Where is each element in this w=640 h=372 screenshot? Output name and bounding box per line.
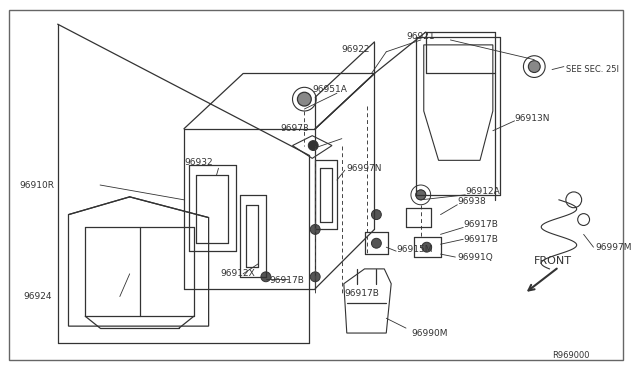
Text: 96997N: 96997N — [347, 164, 382, 173]
Text: SEE SEC. 25I: SEE SEC. 25I — [566, 65, 619, 74]
Text: 96951A: 96951A — [312, 85, 347, 94]
Circle shape — [371, 238, 381, 248]
Text: 96917B: 96917B — [345, 289, 380, 298]
Circle shape — [310, 272, 320, 282]
Text: R969000: R969000 — [552, 351, 589, 360]
Text: 96917B: 96917B — [463, 220, 498, 229]
Text: 96938: 96938 — [458, 197, 486, 206]
Text: 96990M: 96990M — [411, 328, 447, 337]
Text: 96917B: 96917B — [270, 276, 305, 285]
Text: 96910R: 96910R — [19, 180, 54, 189]
Text: 96973: 96973 — [281, 124, 309, 133]
Circle shape — [261, 272, 271, 282]
Circle shape — [529, 61, 540, 73]
Circle shape — [371, 210, 381, 219]
Circle shape — [416, 190, 426, 200]
Text: FRONT: FRONT — [534, 256, 572, 266]
Text: 96922: 96922 — [342, 45, 371, 54]
Text: 96917B: 96917B — [463, 235, 498, 244]
Circle shape — [308, 141, 318, 150]
Circle shape — [422, 242, 431, 252]
Circle shape — [298, 92, 311, 106]
Text: 96997M: 96997M — [595, 243, 632, 252]
Text: 96924: 96924 — [23, 292, 52, 301]
Text: 96915M: 96915M — [396, 245, 433, 254]
Text: 96991Q: 96991Q — [458, 253, 493, 262]
Text: 96912A: 96912A — [465, 187, 500, 196]
Text: 96912X: 96912X — [220, 269, 255, 278]
Circle shape — [310, 224, 320, 234]
Text: 96932: 96932 — [184, 158, 212, 167]
Text: 96921: 96921 — [406, 32, 435, 42]
Circle shape — [416, 190, 426, 200]
Text: 96913N: 96913N — [515, 115, 550, 124]
